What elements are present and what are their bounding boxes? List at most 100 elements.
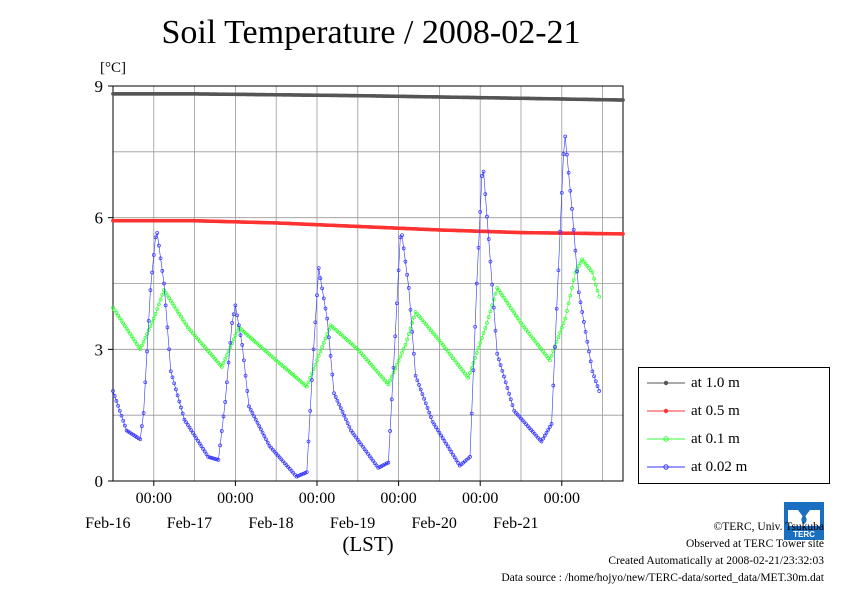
data-point <box>485 214 489 219</box>
data-point <box>558 229 562 234</box>
data-point <box>593 379 598 384</box>
data-point <box>565 152 569 157</box>
data-point <box>243 373 248 378</box>
data-point <box>116 403 120 408</box>
data-point <box>517 318 522 323</box>
data-point <box>308 408 313 413</box>
data-point <box>311 347 316 352</box>
data-point <box>153 235 158 240</box>
data-point <box>153 312 158 316</box>
data-point <box>221 361 226 365</box>
data-point <box>505 301 510 305</box>
data-point <box>126 329 131 333</box>
data-point <box>420 392 425 396</box>
data-point <box>374 463 379 468</box>
data-point <box>449 450 454 454</box>
data-point <box>123 423 127 428</box>
data-point <box>168 369 173 374</box>
data-point <box>502 296 506 300</box>
legend-label-0-5m: at 0.5 m <box>691 402 740 419</box>
data-point <box>184 420 188 425</box>
data-point <box>143 380 148 385</box>
data-point <box>471 368 476 373</box>
data-point <box>211 456 216 461</box>
data-point <box>148 324 153 329</box>
data-point <box>446 444 450 449</box>
data-point <box>323 306 328 311</box>
data-point <box>395 301 399 306</box>
legend-swatch-0-5m <box>647 408 685 414</box>
data-point <box>214 457 219 462</box>
logo-text: TERC <box>793 530 815 539</box>
data-point <box>405 337 409 342</box>
data-point <box>403 343 408 347</box>
data-point <box>434 425 438 430</box>
legend-swatch-0-1m <box>647 436 685 442</box>
data-point <box>561 321 566 326</box>
y-tick-label: 0 <box>95 472 104 491</box>
data-point <box>588 359 593 364</box>
data-point <box>386 460 391 465</box>
data-point <box>219 365 224 369</box>
data-point <box>160 292 165 297</box>
data-point <box>160 269 165 273</box>
data-point <box>559 190 564 195</box>
data-point <box>313 320 318 325</box>
data-point <box>151 316 156 321</box>
data-point <box>316 266 321 270</box>
data-point <box>123 324 127 328</box>
data-point <box>359 442 364 447</box>
data-point <box>364 449 369 454</box>
data-point <box>167 347 171 352</box>
data-point <box>553 345 557 349</box>
data-point <box>493 328 498 333</box>
data-point <box>150 320 154 325</box>
data-point <box>192 433 197 438</box>
data-point <box>253 417 258 422</box>
data-point <box>230 321 234 325</box>
x-tick-date-label: Feb-19 <box>330 515 375 532</box>
data-point <box>571 278 576 283</box>
data-point <box>583 329 588 334</box>
data-point <box>235 313 239 318</box>
data-point <box>172 381 177 386</box>
data-point <box>310 378 314 382</box>
data-point <box>556 335 561 339</box>
data-point <box>328 354 333 358</box>
data-point <box>323 336 328 341</box>
data-point <box>174 306 178 311</box>
data-point <box>196 439 200 443</box>
data-point <box>476 245 481 250</box>
data-point <box>558 330 562 335</box>
data-point <box>255 420 260 425</box>
data-point <box>233 333 238 338</box>
data-point <box>180 317 185 322</box>
footer-observed: Observed at TERC Tower site <box>685 538 824 550</box>
data-point <box>299 472 304 477</box>
data-point <box>145 332 149 336</box>
data-point <box>573 248 578 253</box>
legend-label-1m: at 1.0 m <box>691 374 740 391</box>
data-point <box>350 431 355 435</box>
data-point <box>478 341 483 345</box>
data-point <box>170 301 175 306</box>
data-point <box>189 428 194 433</box>
data-point <box>578 260 583 265</box>
data-point <box>133 339 137 344</box>
data-point <box>170 375 175 380</box>
data-point <box>429 415 433 419</box>
data-point <box>162 281 166 286</box>
data-point <box>582 320 586 324</box>
data-point <box>235 329 239 334</box>
data-point <box>354 435 358 440</box>
data-point <box>242 358 246 363</box>
data-point <box>391 365 396 370</box>
data-point <box>311 367 316 371</box>
data-point <box>423 401 428 406</box>
data-point <box>483 192 488 196</box>
x-tick-date-label: Feb-21 <box>493 515 538 532</box>
x-tick-date-label: Feb-18 <box>248 515 293 532</box>
data-point <box>597 294 602 299</box>
data-point <box>437 430 442 435</box>
data-point <box>201 447 205 451</box>
